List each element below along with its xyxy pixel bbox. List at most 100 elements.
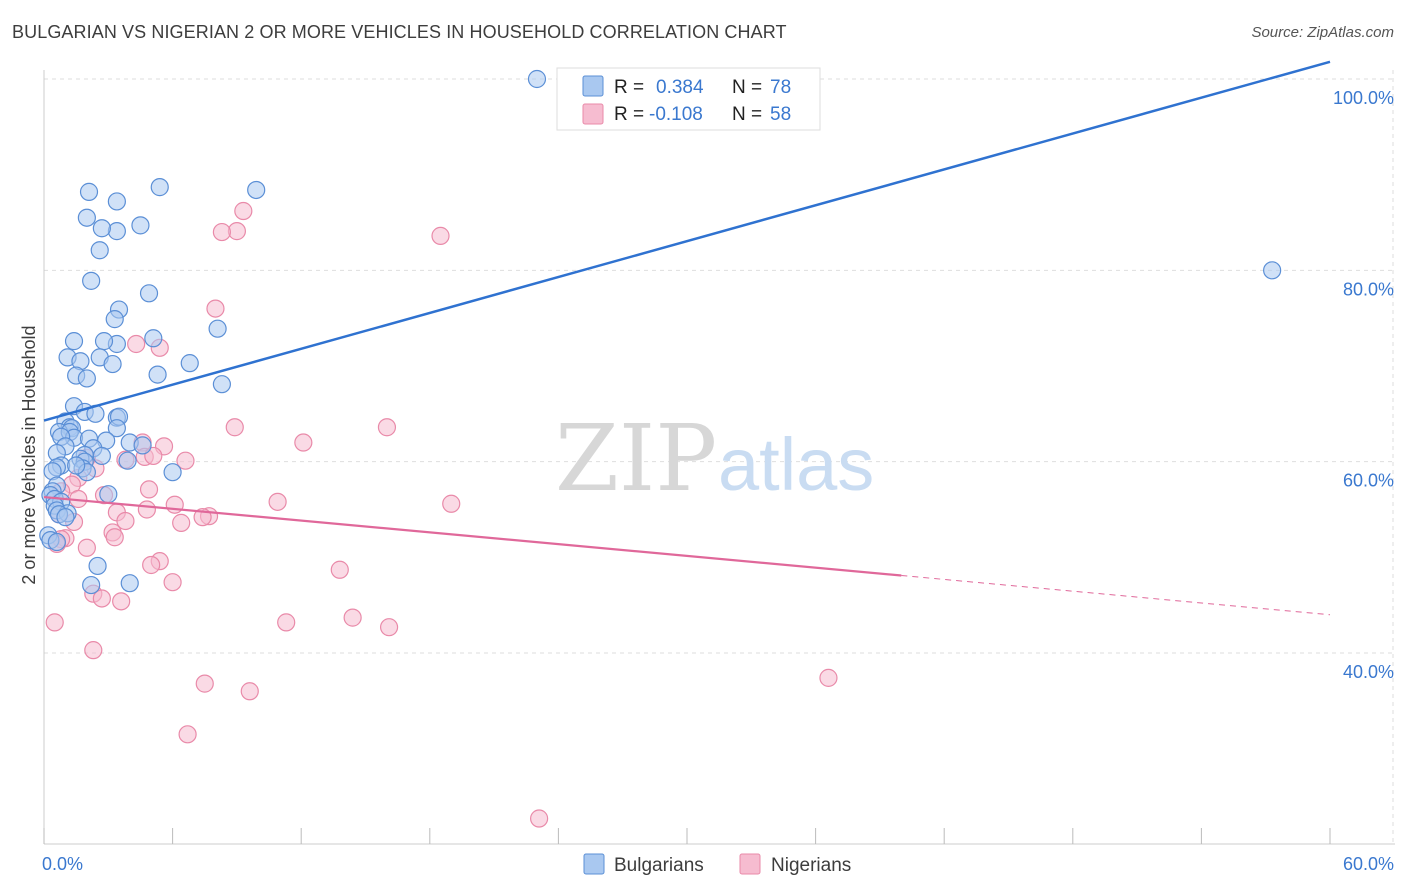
y-tick-label: 40.0%	[1343, 662, 1394, 682]
nigerian-points	[45, 201, 838, 828]
bulgarian-point	[131, 216, 150, 235]
bulgarian-point	[105, 310, 124, 329]
bulgarian-trend-line	[43, 60, 1331, 422]
bulgarian-point	[107, 192, 126, 211]
nigerian-point	[431, 226, 450, 245]
bulgarian-point	[56, 508, 75, 527]
chart-source: Source: ZipAtlas.com	[1251, 24, 1394, 41]
chart-title: BULGARIAN VS NIGERIAN 2 OR MORE VEHICLES…	[12, 22, 787, 42]
nigerian-point	[142, 555, 161, 575]
nigerian-point	[137, 500, 156, 519]
legend-swatch-bulgarians	[582, 75, 604, 97]
bottom-legend-swatch-nigerians	[739, 853, 761, 875]
bottom-legend-label-bulgarians: Bulgarians	[614, 855, 704, 876]
bulgarian-point	[139, 284, 159, 303]
nigerian-point	[227, 222, 246, 241]
bulgarian-point	[94, 332, 114, 351]
y-axis-label: 2 or more Vehicles in Household	[19, 325, 39, 584]
bulgarian-point	[103, 354, 122, 374]
bulgarian-point	[180, 354, 199, 373]
legend-n-value-bulgarians: 78	[770, 77, 791, 98]
legend-n-label-nigerians: N =	[732, 104, 762, 125]
bulgarian-points	[39, 69, 1282, 595]
nigerian-point	[127, 334, 146, 354]
nigerian-point	[84, 641, 103, 660]
nigerian-point	[379, 618, 399, 637]
legend-r-value-nigerians: -0.108	[649, 104, 703, 125]
legend-r-label-bulgarians: R =	[614, 77, 644, 98]
bulgarian-point	[133, 436, 152, 455]
nigerian-point	[178, 725, 197, 744]
bulgarian-point	[150, 178, 169, 197]
y-tick-label: 60.0%	[1343, 471, 1394, 491]
legend-n-label-bulgarians: N =	[732, 77, 762, 98]
nigerian-point	[112, 592, 131, 611]
bulgarian-point	[90, 241, 109, 260]
legend-box: R = 0.384 N = 78 R = -0.108 N = 58	[556, 67, 821, 131]
watermark-atlas: atlas	[718, 423, 874, 506]
watermark: ZIP atlas	[555, 405, 874, 512]
bulgarian-point	[527, 69, 547, 89]
bulgarian-point	[144, 329, 163, 348]
nigerian-point	[195, 674, 214, 693]
bulgarian-point	[107, 222, 126, 241]
axes: 100.0% 80.0% 60.0% 40.0% 0.0% 60.0%	[42, 70, 1395, 874]
bulgarian-point	[247, 180, 266, 200]
bottom-legend-swatch-bulgarians	[583, 853, 605, 875]
watermark-zip: ZIP	[555, 405, 717, 512]
bulgarian-point	[118, 451, 137, 470]
nigerian-point	[77, 538, 96, 557]
bulgarian-point	[77, 369, 96, 388]
legend-swatch-nigerians	[582, 103, 604, 125]
bulgarian-point	[67, 456, 86, 475]
bulgarian-point	[148, 365, 167, 384]
y-tick-label: 100.0%	[1333, 88, 1394, 108]
nigerian-point	[45, 613, 64, 632]
x-tick-label: 0.0%	[42, 854, 83, 874]
bulgarian-point	[99, 485, 118, 504]
bulgarian-point	[82, 575, 101, 595]
nigerian-point	[105, 528, 124, 547]
legend-r-label-nigerians: R =	[614, 104, 644, 125]
bulgarian-point	[92, 219, 111, 238]
nigerian-point	[206, 299, 225, 318]
x-tick-label: 60.0%	[1343, 854, 1394, 874]
nigerian-point	[294, 433, 313, 452]
nigerian-point	[330, 560, 349, 579]
nigerian-trend-line	[43, 495, 902, 577]
nigerian-point	[139, 480, 159, 499]
bulgarian-point	[79, 182, 99, 201]
bottom-legend-label-nigerians: Nigerians	[771, 855, 851, 876]
trend-lines	[43, 60, 1331, 616]
bulgarian-point	[92, 446, 111, 466]
nigerian-point	[212, 222, 231, 242]
bottom-legend: Bulgarians Nigerians	[583, 853, 851, 876]
legend-n-value-nigerians: 58	[770, 104, 791, 125]
bulgarian-point	[88, 556, 107, 576]
bulgarian-point	[212, 375, 231, 394]
nigerian-point	[116, 511, 135, 531]
nigerian-point	[268, 492, 287, 511]
bulgarian-point	[120, 574, 139, 593]
nigerian-point	[442, 494, 461, 513]
nigerian-point	[277, 613, 296, 632]
nigerian-trend-extension	[901, 575, 1331, 616]
bulgarian-point	[64, 332, 84, 351]
nigerian-point	[240, 682, 259, 701]
nigerian-point	[343, 608, 362, 627]
nigerian-point	[172, 513, 191, 532]
nigerian-point	[176, 451, 195, 470]
legend-r-value-bulgarians: 0.384	[656, 77, 704, 98]
y-tick-label: 80.0%	[1343, 279, 1394, 299]
bulgarian-point	[1263, 261, 1282, 280]
bulgarian-point	[47, 532, 66, 552]
nigerian-point	[530, 809, 549, 828]
nigerian-point	[225, 418, 244, 437]
bulgarian-point	[82, 271, 101, 290]
nigerian-point	[163, 573, 182, 592]
nigerian-point	[92, 589, 111, 608]
bulgarian-point	[163, 463, 182, 482]
bulgarian-point	[77, 208, 96, 227]
